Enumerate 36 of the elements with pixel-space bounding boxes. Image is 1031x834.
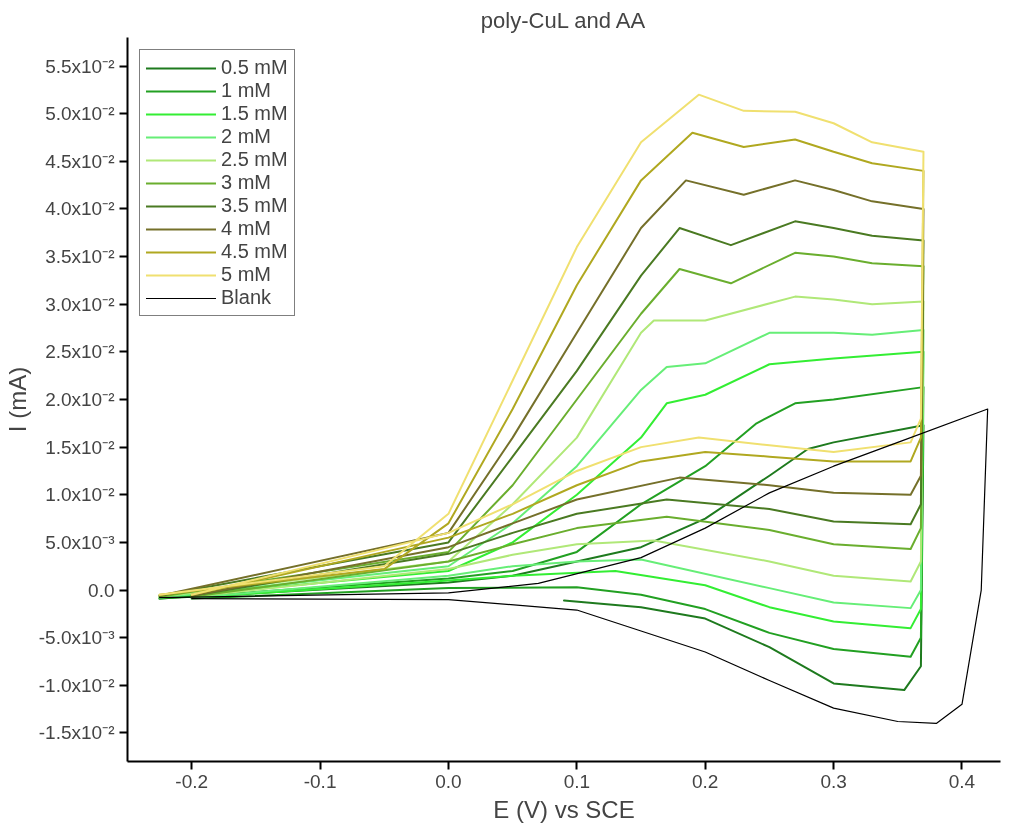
legend-label: 3 mM xyxy=(221,171,271,194)
x-tick-label: 0.0 xyxy=(435,770,462,792)
chart-title: poly-CuL and AA xyxy=(480,7,646,33)
y-tick-label: -5.0x10⁻³ xyxy=(38,627,115,649)
x-tick-label: -0.2 xyxy=(175,770,209,792)
y-tick-label: 3.0x10⁻² xyxy=(45,293,115,315)
x-tick-label: 0.3 xyxy=(820,770,847,792)
y-axis-title: I (mA) xyxy=(3,366,31,433)
legend-label: Blank xyxy=(221,286,272,309)
y-tick-label: -1.0x10⁻² xyxy=(38,674,115,696)
legend-label: 0.5 mM xyxy=(221,56,288,79)
x-tick-label: -0.1 xyxy=(303,770,337,792)
legend-label: 4 mM xyxy=(221,217,271,240)
legend-label: 1.5 mM xyxy=(221,102,288,125)
x-tick-label: 0.1 xyxy=(563,770,591,792)
y-tick-label: 2.0x10⁻² xyxy=(45,389,115,410)
legend-label: 2 mM xyxy=(221,125,271,148)
legend-label: 3.5 mM xyxy=(221,194,288,217)
y-tick-label: 1.5x10⁻² xyxy=(45,436,115,458)
y-tick-label: 5.5x10⁻² xyxy=(45,55,115,77)
y-tick-label: 2.5x10⁻² xyxy=(45,341,115,363)
legend-label: 1 mM xyxy=(221,79,271,102)
legend-label: 5 mM xyxy=(221,263,271,286)
y-tick-label: -1.5x10⁻² xyxy=(38,722,115,744)
x-tick-label: 0.2 xyxy=(692,770,719,792)
y-tick-label: 4.5x10⁻² xyxy=(45,150,115,172)
y-tick-label: 0.0 xyxy=(88,579,115,601)
y-tick-label: 1.0x10⁻² xyxy=(45,484,115,506)
y-tick-label: 4.0x10⁻² xyxy=(45,198,115,220)
y-tick-label: 3.5x10⁻² xyxy=(45,246,115,268)
x-tick-label: 0.4 xyxy=(948,770,976,792)
y-tick-label: 5.0x10⁻² xyxy=(45,103,115,125)
x-axis-title: E (V) vs SCE xyxy=(493,795,635,823)
legend-label: 4.5 mM xyxy=(221,240,288,263)
legend-label: 2.5 mM xyxy=(221,148,288,171)
y-tick-label: 5.0x10⁻³ xyxy=(45,531,115,553)
